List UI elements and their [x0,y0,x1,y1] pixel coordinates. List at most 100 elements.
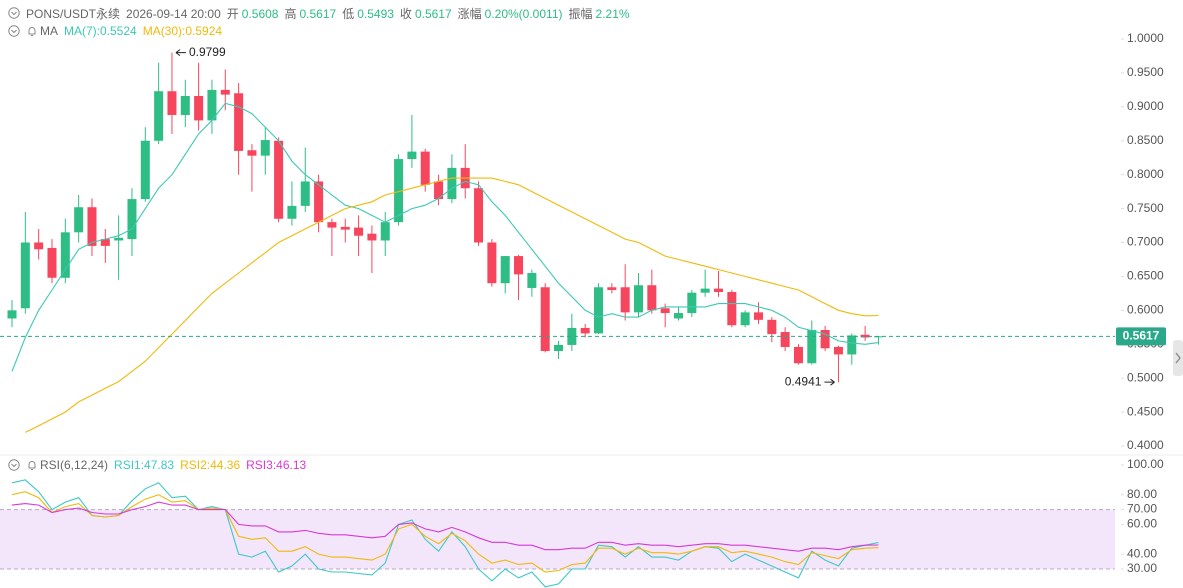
side-tab[interactable] [1173,340,1183,376]
high-label: 0.9799 [189,45,226,59]
candle-body [474,188,484,243]
header-label: PONS/USDT永续 [26,6,121,21]
candle-body [860,334,870,338]
legend-entry: RSI1:47.83 [114,458,175,472]
candle-body [194,95,204,121]
candle-body [847,335,857,355]
legend-entry: MA(7):0.5524 [64,24,137,38]
bell-icon[interactable] [26,25,38,37]
candle-body [140,140,150,200]
rsi-legend: RSI1:47.83 RSI2:44.36 RSI3:46.13 [114,458,312,472]
candle-body [713,288,723,293]
y-tick-label: 0.6000 [1127,303,1164,317]
candle-body [100,239,110,246]
rsi-line [11,501,879,552]
candle-body [807,330,817,364]
candle-body [833,346,843,355]
candle-body [154,91,164,141]
candle-body [634,285,644,313]
candle-body [247,150,257,156]
ma-legend: MA(7):0.5524 MA(30):0.5924 [64,24,228,38]
candle-body [540,287,550,352]
header-value: 0.5617 [414,6,452,21]
header-label: 振幅 [568,6,593,21]
y-tick-label: 0.4500 [1127,404,1164,418]
header-label: 高 [284,6,297,21]
rsi-line [11,479,879,588]
candle-body [407,151,417,160]
y-tick-label: 80.00 [1127,487,1157,501]
candle-body [447,167,457,200]
collapse-icon[interactable] [8,459,20,471]
candle-body [434,181,444,200]
candle-body [127,199,137,240]
header-row: PONS/USDT永续 2026-09-14 20:00 开 0.5608 高 0.561… [8,5,642,21]
ma-row: MA MA(7):0.5524 MA(30):0.5924 [8,23,234,39]
y-tick-label: 30.00 [1127,561,1157,575]
plot: 1.0000 0.9500 0.9000 0.8500 0.8000 0.7500 0.70… [0,31,1166,588]
candle-body [340,226,350,230]
candle-body [60,232,70,278]
rsi-row: RSI(6,12,24) RSI1:47.83 RSI2:44.36 RSI3:46… [8,457,318,473]
side-tab-arrow [1175,352,1181,364]
header-label: 2026-09-14 20:00 [126,6,221,21]
rsi-title: RSI(6,12,24) [40,458,109,472]
candle-body [380,222,390,241]
candle-body [180,95,190,115]
y-tick-label: 1.0000 [1127,31,1164,45]
candle-body [500,256,510,284]
legend-entry: RSI2:44.36 [180,458,241,472]
candle-body [727,292,737,326]
y-tick-label: 0.7000 [1127,235,1164,249]
candle-body [327,222,337,228]
collapse-icon[interactable] [8,7,20,19]
candle-body [47,247,57,278]
header-label: 涨幅 [457,6,482,21]
candle-body [767,319,777,335]
candle-body [87,207,97,246]
rsi-line [11,491,879,573]
high-arrow [175,49,186,57]
candle-body [260,140,270,156]
candle-body [647,285,657,311]
candle-body [740,312,750,326]
candle-body [114,237,124,241]
bell-icon[interactable] [26,459,38,471]
candle-body [820,330,830,349]
candle-body [660,308,670,314]
candle-body [607,287,617,290]
y-tick-label: 0.9000 [1127,99,1164,113]
candle-body [793,346,803,364]
legend-entry: RSI3:46.13 [246,458,307,472]
candle-body [554,344,564,352]
candle-body [207,89,217,121]
candle-body [274,140,284,219]
y-tick-label: 70.00 [1127,502,1157,516]
ma-line [11,102,879,372]
header-value: 0.5493 [357,6,394,21]
candle-body [700,288,710,293]
candle-body [567,327,577,345]
ma-title: MA [40,24,58,38]
y-tick-label: 0.4000 [1127,438,1164,452]
candle-body [620,287,630,313]
ma-line [25,177,879,433]
header-value: 0.20%(0.0011) [484,6,563,21]
candle-body [7,310,17,319]
low-label: 0.4941 [785,374,822,388]
candle-body [487,242,497,284]
candle-body [580,327,590,334]
y-tick-label: 0.6500 [1127,269,1164,283]
header-label: 开 [226,6,239,21]
header-value: 0.5617 [299,6,337,21]
last-price-box [1116,327,1166,346]
candle-body [420,151,430,185]
y-tick-label: 0.7500 [1127,201,1164,215]
candle-body [287,205,297,219]
y-tick-label: 0.8500 [1127,133,1164,147]
candle-body [527,273,537,288]
collapse-icon[interactable] [8,25,20,37]
